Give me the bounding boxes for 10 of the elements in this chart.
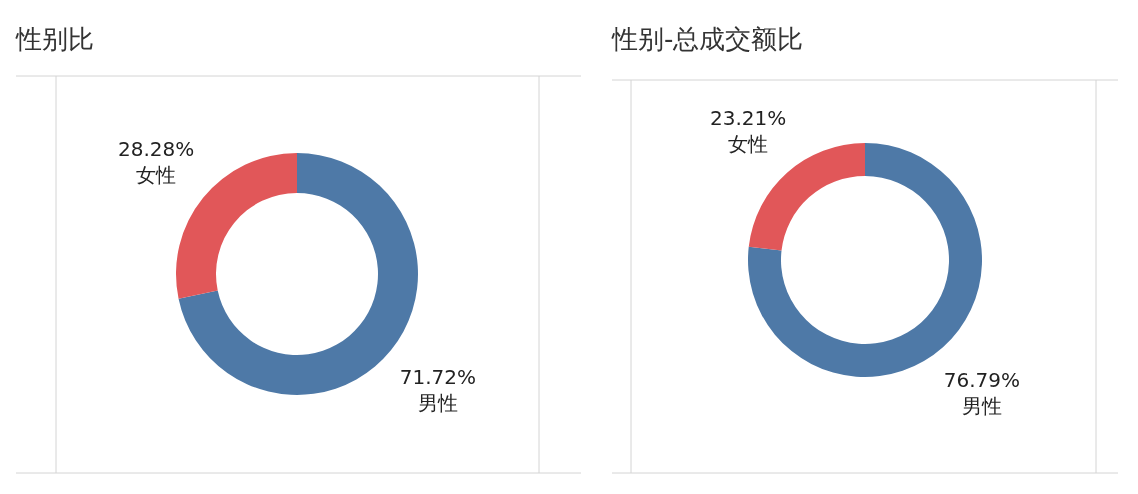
slice-label: 男性 [417, 391, 458, 416]
slice-label: 女性 [728, 132, 769, 157]
data-label: 23.21% [709, 106, 787, 131]
slice-label: 女性 [136, 162, 177, 187]
data-label: 76.79% [943, 367, 1021, 392]
data-label: 28.28% [118, 136, 195, 161]
chart-title: 性别比 [15, 24, 94, 54]
chart-title: 性别-总成交额比 [611, 24, 804, 54]
slice-label: 男性 [961, 393, 1002, 418]
data-label: 71.72% [399, 365, 476, 390]
